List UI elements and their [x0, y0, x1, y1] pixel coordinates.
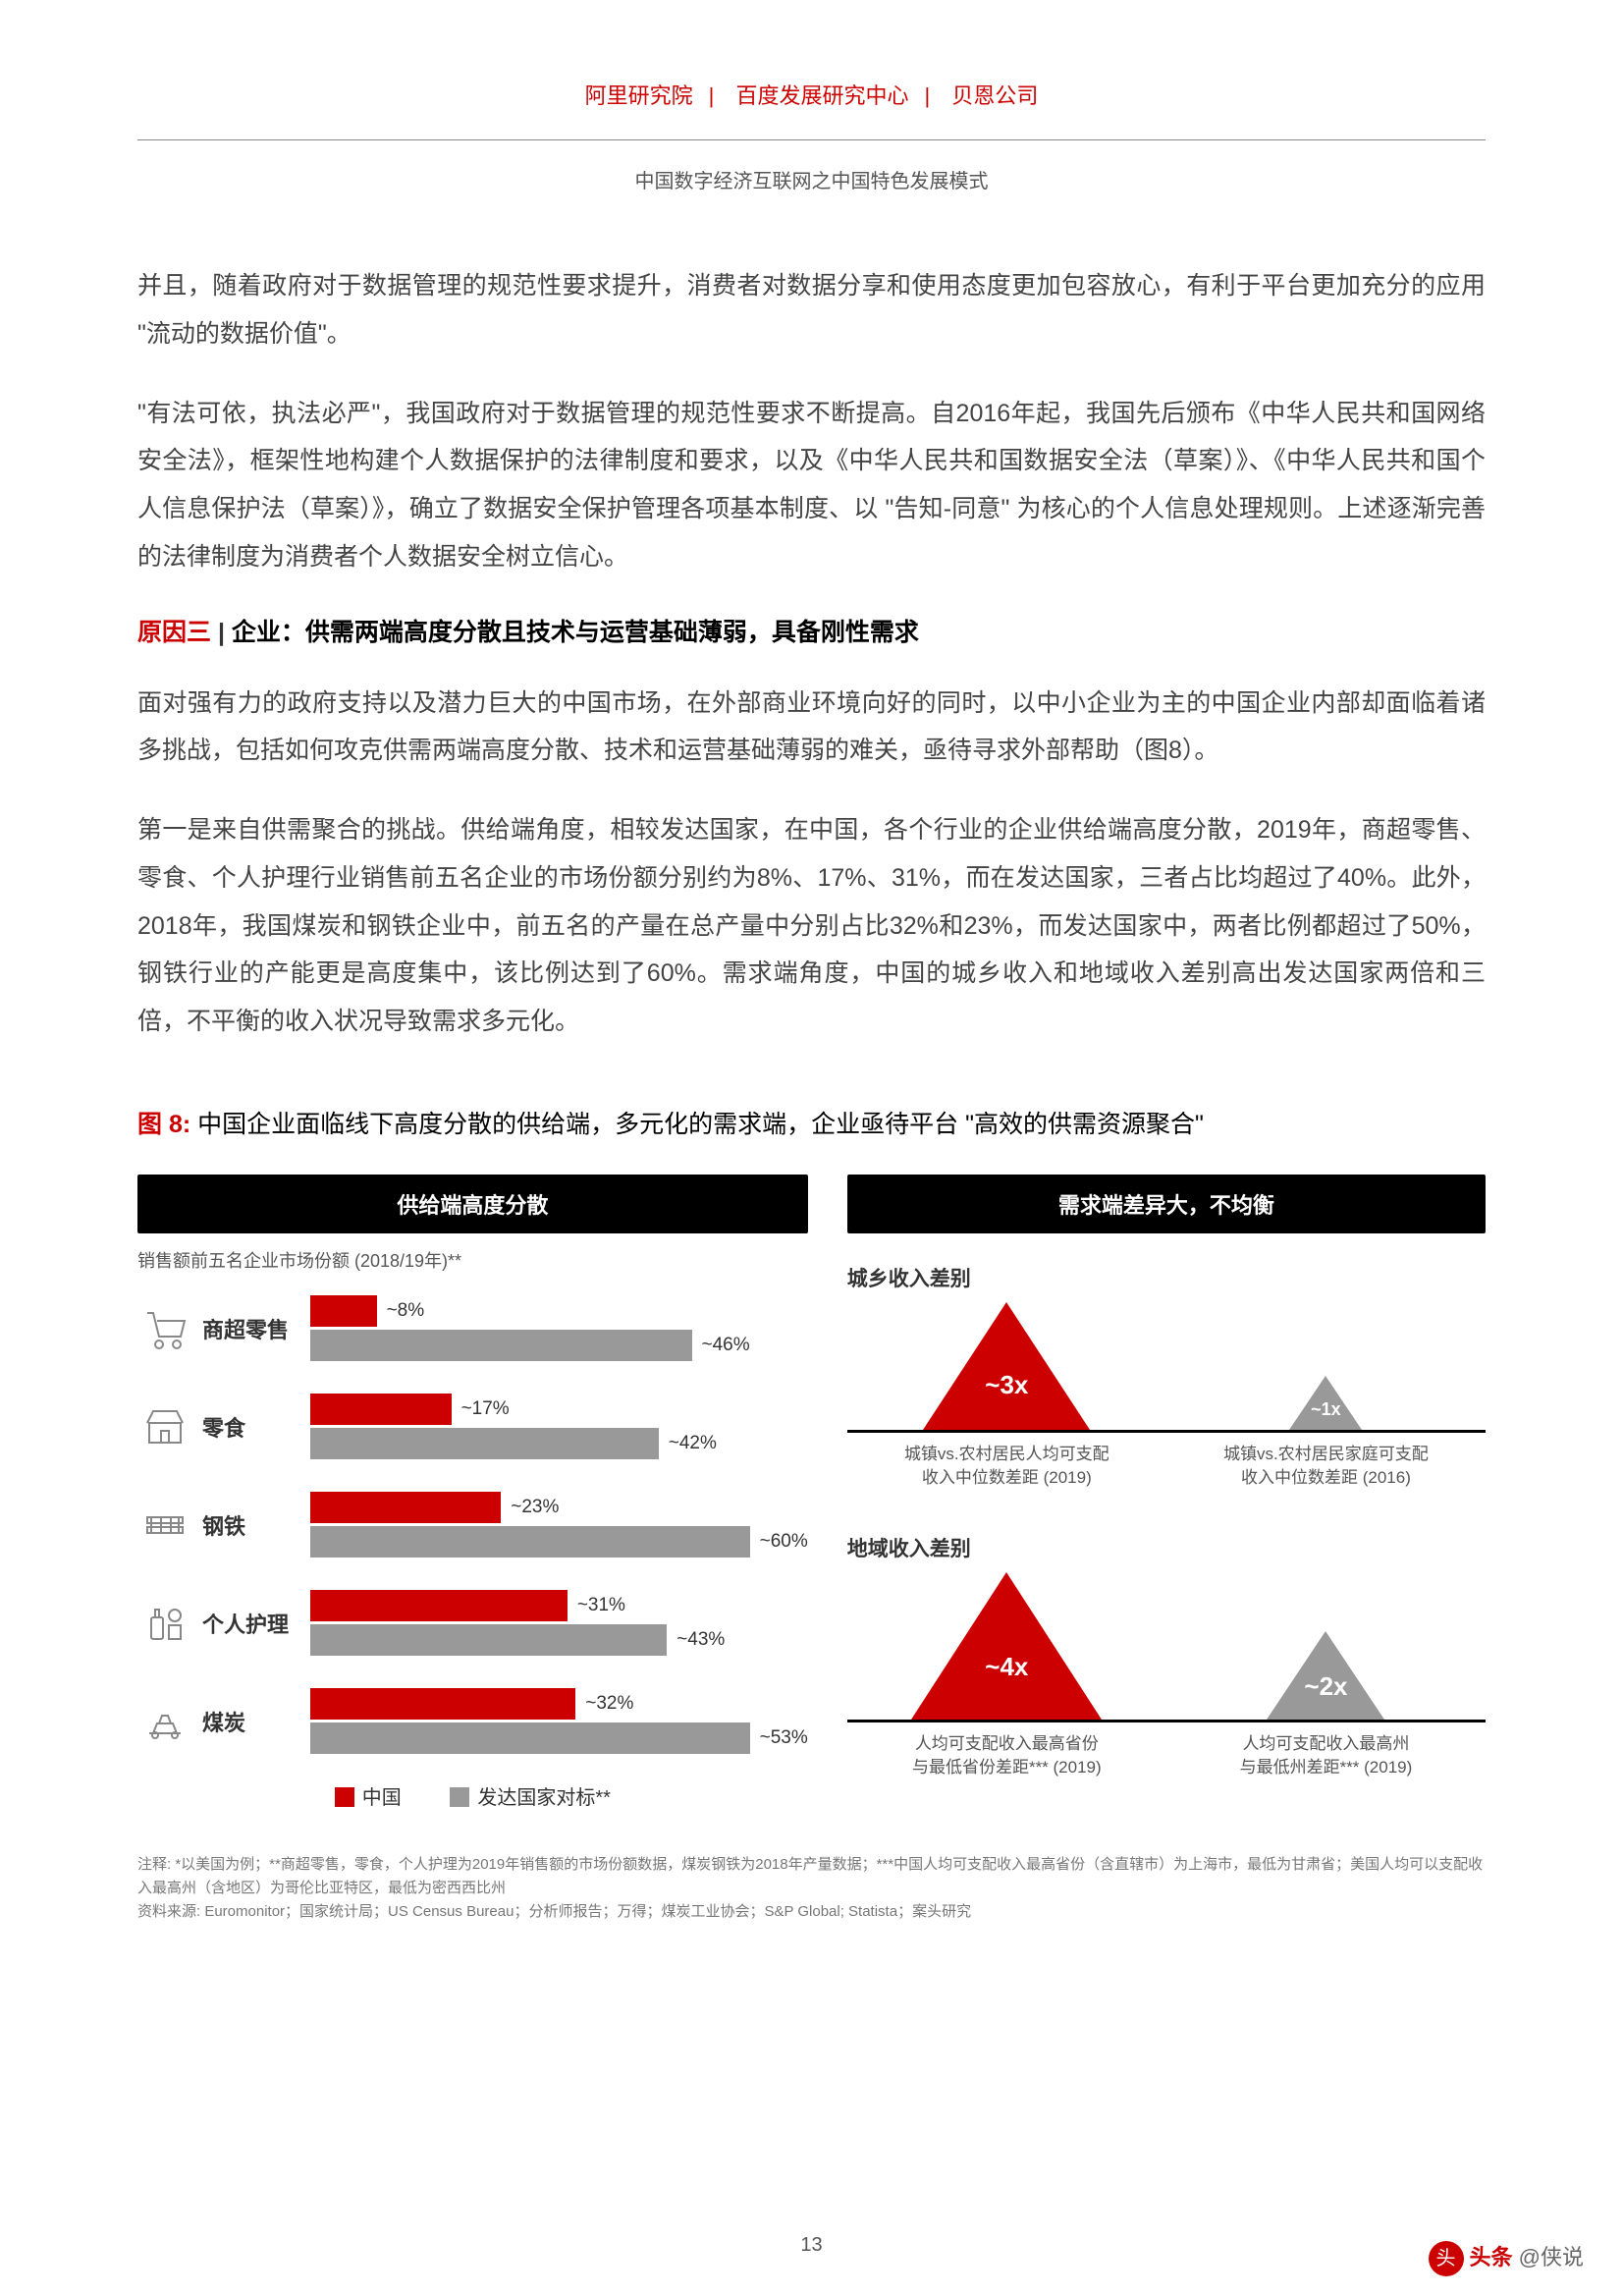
- bar-row: 个人护理~31%~43%: [137, 1581, 808, 1666]
- reason-3-heading: 原因三 | 企业：供需两端高度分散且技术与运营基础薄弱，具备刚性需求: [137, 613, 1486, 648]
- triangle-indicator: ~1x: [1289, 1376, 1362, 1430]
- bar-row: 零食~17%~42%: [137, 1385, 808, 1469]
- legend-dev: 发达国家对标**: [477, 1787, 611, 1809]
- triangle-indicator: ~3x: [923, 1302, 1090, 1430]
- demand-panel: 需求端差异大，不均衡 城乡收入差别 ~3x ~1x 城镇vs.农村居民人均可支配收入中…: [847, 1175, 1486, 1824]
- org-1: 阿里研究院: [585, 83, 693, 108]
- page-number: 13: [800, 2234, 822, 2257]
- paragraph-1: 并且，随着政府对于数据管理的规范性要求提升，消费者对数据分享和使用态度更加包容放…: [137, 262, 1486, 358]
- bar-row: 钢铁~23%~60%: [137, 1483, 808, 1567]
- bar-developed: ~60%: [310, 1526, 808, 1558]
- block-title: 城乡收入差别: [847, 1263, 1486, 1292]
- demand-block: 地域收入差别 ~4x ~2x 人均可支配收入最高省份与最低省份差距*** (2019)…: [847, 1533, 1486, 1779]
- supply-subcap: 销售额前五名企业市场份额 (2018/19年)**: [137, 1247, 808, 1273]
- supply-panel: 供给端高度分散 销售额前五名企业市场份额 (2018/19年)** 商超零售~8…: [137, 1175, 808, 1824]
- bar-china: ~31%: [310, 1590, 808, 1621]
- bar-developed: ~43%: [310, 1624, 808, 1656]
- paragraph-2: "有法可依，执法必严"，我国政府对于数据管理的规范性要求不断提高。自2016年起…: [137, 390, 1486, 581]
- org-2: 百度发展研究中心: [735, 83, 908, 108]
- chart-legend: 中国 发达国家对标**: [137, 1781, 808, 1810]
- bar-developed: ~53%: [310, 1722, 808, 1754]
- demand-header: 需求端差异大，不均衡: [847, 1175, 1486, 1233]
- figure-8-chart: 供给端高度分散 销售额前五名企业市场份额 (2018/19年)** 商超零售~8…: [137, 1175, 1486, 1824]
- paragraph-4: 第一是来自供需聚合的挑战。供给端角度，相较发达国家，在中国，各个行业的企业供给端…: [137, 806, 1486, 1046]
- page-header: 阿里研究院| 百度发展研究中心| 贝恩公司: [137, 79, 1486, 140]
- watermark: 头头条 @侠说: [1429, 2240, 1584, 2276]
- bar-label: 个人护理: [202, 1608, 310, 1639]
- triangle-caption: 人均可支配收入最高省份与最低省份差距*** (2019): [847, 1732, 1166, 1779]
- bar-china: ~32%: [310, 1688, 808, 1720]
- triangle-caption: 城镇vs.农村居民家庭可支配收入中位数差距 (2016): [1166, 1443, 1486, 1490]
- bar-label: 钢铁: [202, 1509, 310, 1541]
- shop-icon: [137, 1399, 192, 1454]
- bar-row: 商超零售~8%~46%: [137, 1286, 808, 1371]
- bar-label: 商超零售: [202, 1313, 310, 1344]
- care-icon: [137, 1596, 192, 1651]
- org-3: 贝恩公司: [951, 83, 1038, 108]
- bar-developed: ~42%: [310, 1428, 808, 1459]
- figure-8-title: 图 8: 中国企业面临线下高度分散的供给端，多元化的需求端，企业亟待平台 "高效…: [137, 1105, 1486, 1140]
- bar-china: ~17%: [310, 1394, 808, 1425]
- triangle-indicator: ~4x: [911, 1572, 1102, 1720]
- triangle-caption: 人均可支配收入最高州与最低州差距*** (2019): [1166, 1732, 1486, 1779]
- bar-china: ~23%: [310, 1492, 808, 1523]
- triangle-caption: 城镇vs.农村居民人均可支配收入中位数差距 (2019): [847, 1443, 1166, 1490]
- steel-icon: [137, 1498, 192, 1553]
- bar-label: 零食: [202, 1411, 310, 1443]
- bar-developed: ~46%: [310, 1330, 808, 1361]
- paragraph-3: 面对强有力的政府支持以及潜力巨大的中国市场，在外部商业环境向好的同时，以中小企业…: [137, 680, 1486, 776]
- supply-header: 供给端高度分散: [137, 1175, 808, 1233]
- doc-title: 中国数字经济互联网之中国特色发展模式: [137, 165, 1486, 193]
- triangle-indicator: ~2x: [1267, 1631, 1384, 1720]
- bar-label: 煤炭: [202, 1706, 310, 1737]
- block-title: 地域收入差别: [847, 1533, 1486, 1562]
- cart-icon: [137, 1301, 192, 1356]
- legend-china: 中国: [362, 1787, 402, 1809]
- bar-row: 煤炭~32%~53%: [137, 1679, 808, 1764]
- coal-icon: [137, 1694, 192, 1749]
- footnote: 注释: *以美国为例；**商超零售，零食，个人护理为2019年销售额的市场份额数…: [137, 1853, 1486, 1924]
- bar-china: ~8%: [310, 1295, 808, 1327]
- demand-block: 城乡收入差别 ~3x ~1x 城镇vs.农村居民人均可支配收入中位数差距 (2019)…: [847, 1263, 1486, 1490]
- watermark-icon: 头: [1429, 2241, 1464, 2276]
